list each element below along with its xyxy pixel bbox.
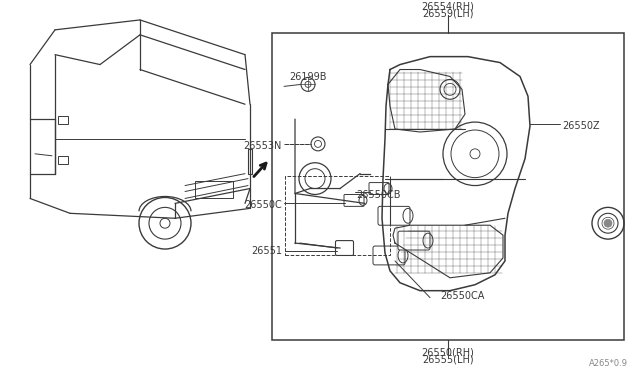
FancyBboxPatch shape [369,183,389,195]
Text: 26550(RH): 26550(RH) [422,347,474,357]
Circle shape [604,219,612,227]
Bar [58,116,68,124]
Text: 26550CA: 26550CA [440,291,484,301]
FancyBboxPatch shape [373,246,405,265]
Text: 26553N: 26553N [244,141,282,151]
Bar [58,156,68,164]
Text: 26550C: 26550C [244,201,282,211]
Text: 26550Z: 26550Z [562,121,600,131]
Text: A265*0.9: A265*0.9 [589,359,628,368]
Bar [272,33,624,340]
Text: 26559(LH): 26559(LH) [422,9,474,19]
Text: 26551: 26551 [251,246,282,256]
Bar [195,180,233,198]
FancyBboxPatch shape [335,241,353,256]
Text: 26555(LH): 26555(LH) [422,354,474,364]
FancyBboxPatch shape [398,231,430,250]
FancyBboxPatch shape [378,206,410,225]
Bar [248,149,252,174]
Bar [285,176,390,255]
Text: 26550CB: 26550CB [356,190,401,201]
FancyBboxPatch shape [344,195,364,206]
Text: 26554(RH): 26554(RH) [422,2,474,12]
Text: 26199B: 26199B [289,71,327,81]
